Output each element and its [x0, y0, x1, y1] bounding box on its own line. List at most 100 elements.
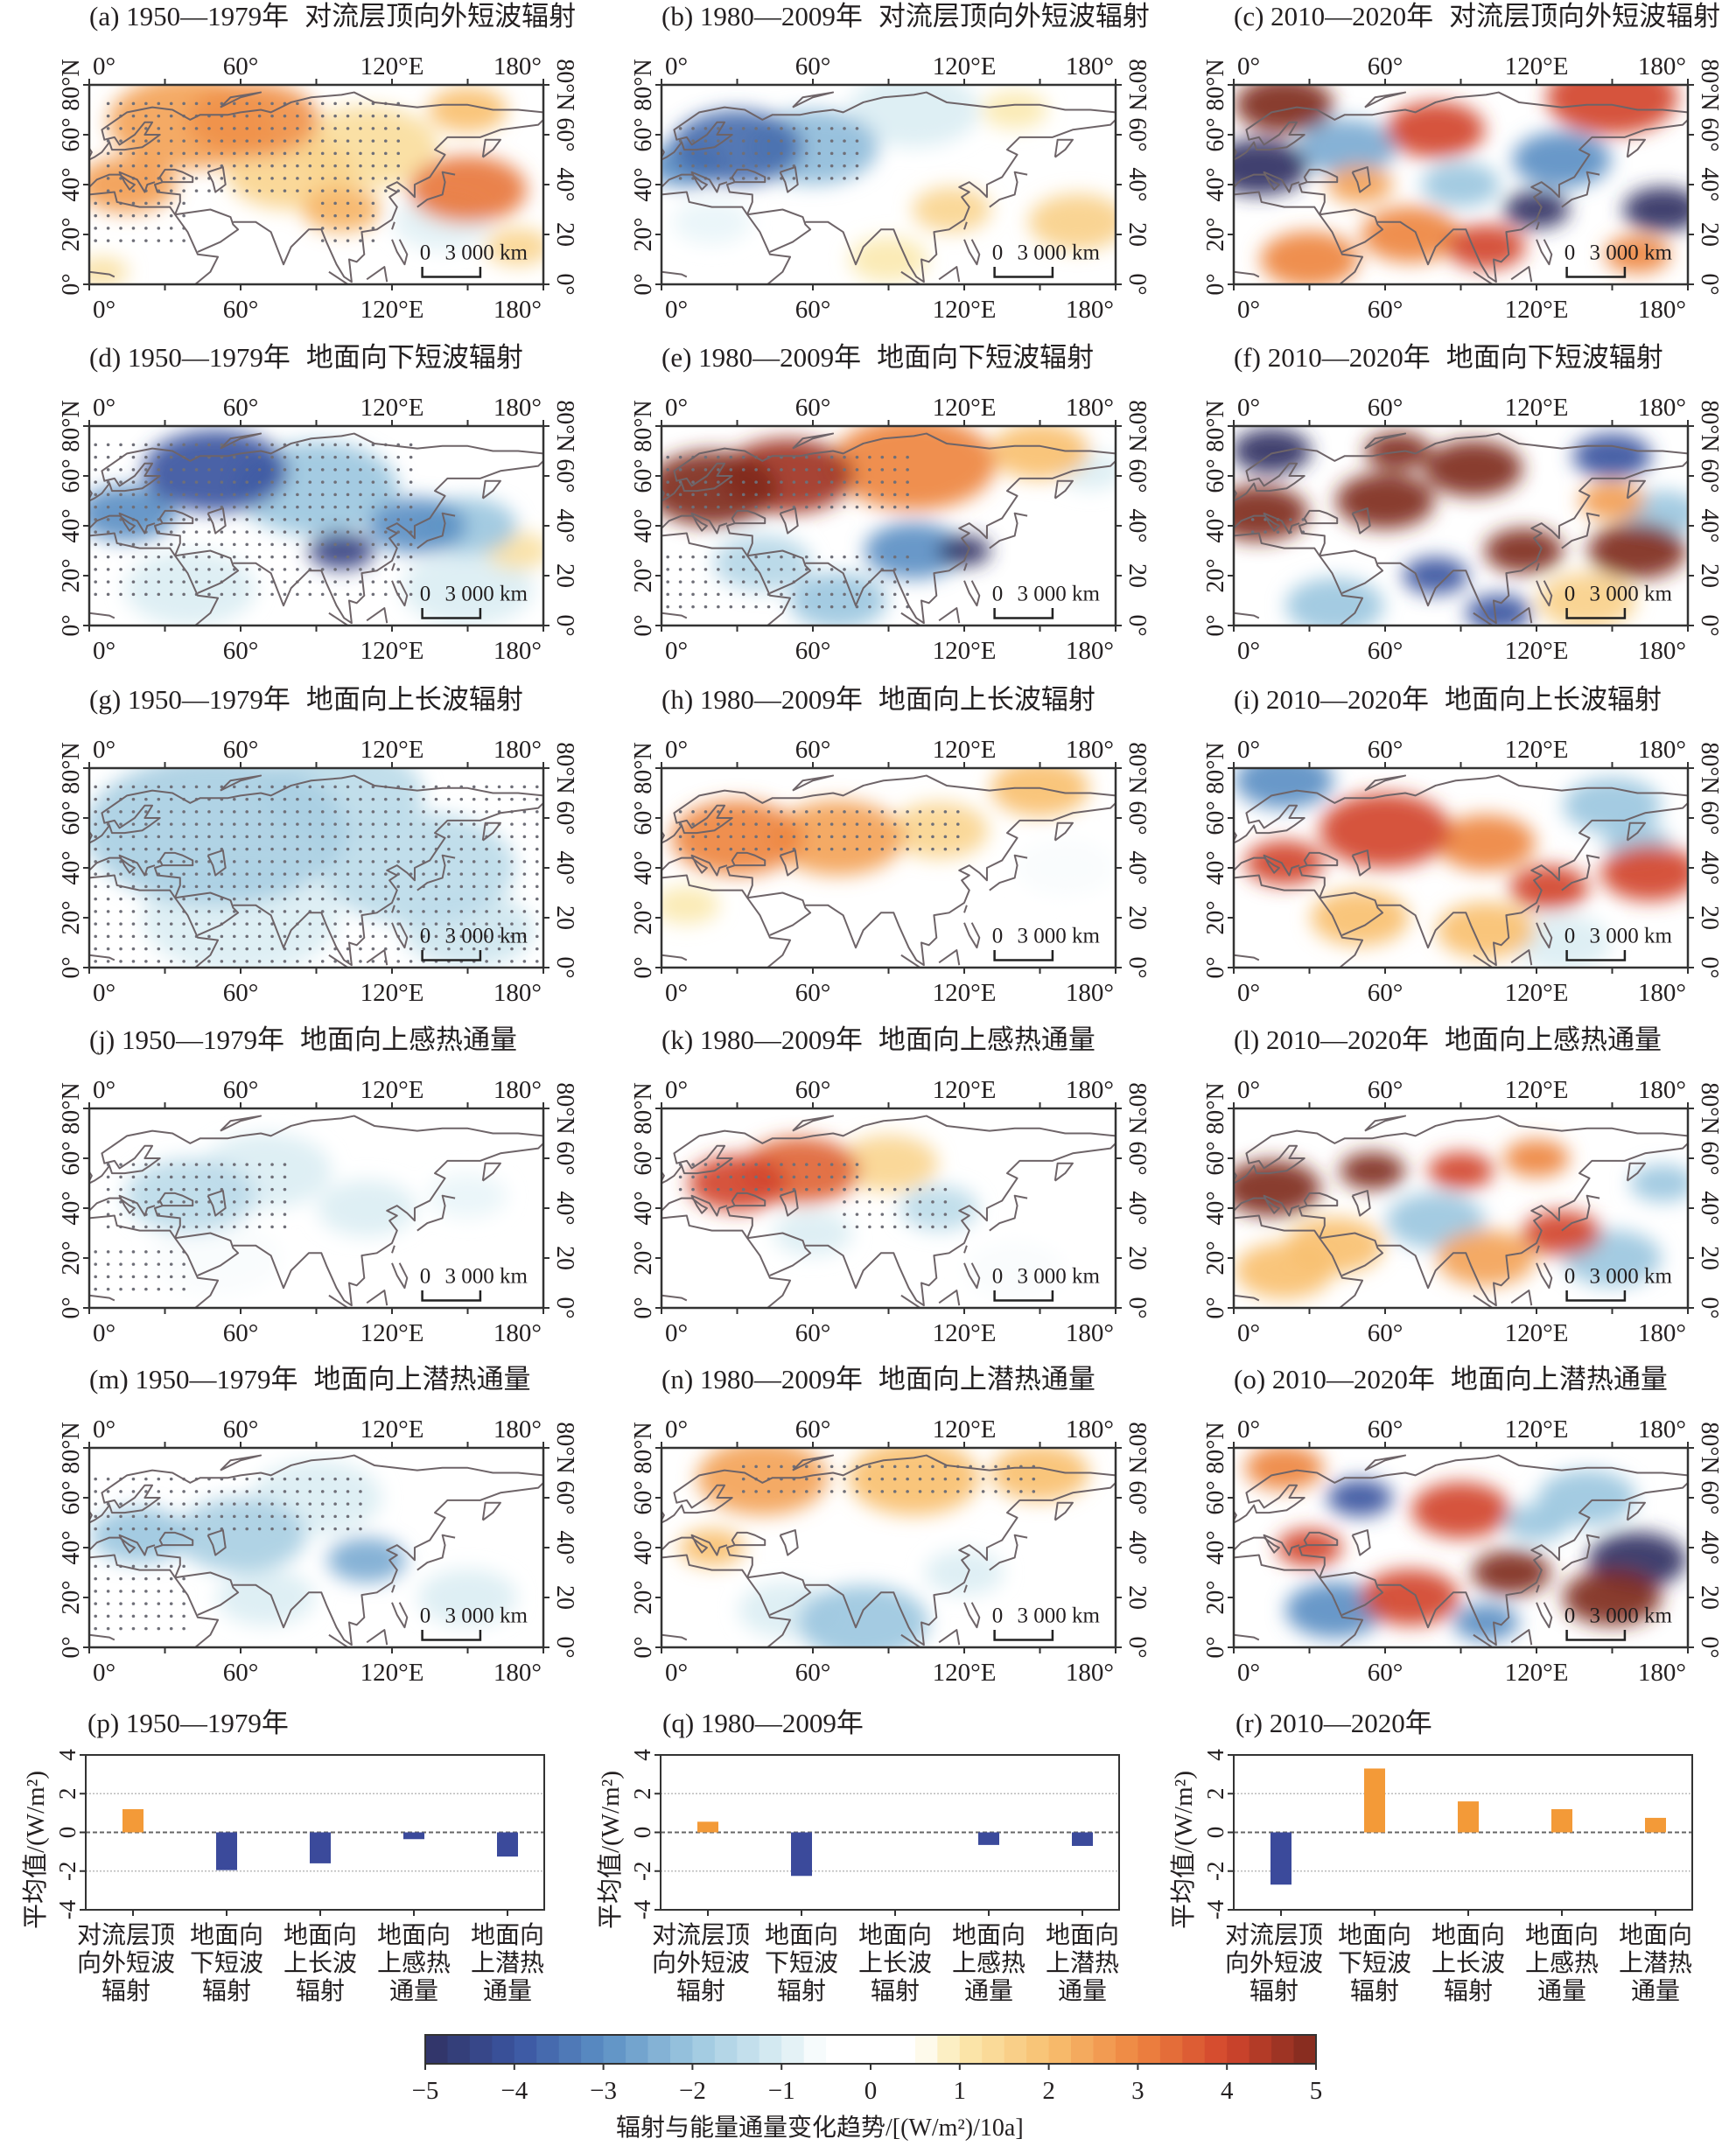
lon-label-top: 180° [494, 394, 542, 422]
stipple-dot [666, 468, 670, 472]
stipple-dot [666, 555, 670, 559]
stipple-dot [843, 568, 846, 571]
lon-label-top: 120°E [360, 394, 424, 422]
colorbar-swatch [914, 2035, 938, 2064]
stipple-dot [131, 1527, 136, 1531]
stipple-dot [943, 1200, 948, 1204]
stipple-dot [359, 177, 362, 180]
stipple-dot [780, 493, 783, 497]
stipple-dot [119, 872, 122, 876]
stipple-dot [106, 884, 110, 889]
lon-label-bottom: 120°E [933, 637, 997, 665]
stipple-dot [119, 151, 122, 156]
stipple-dot [296, 518, 299, 521]
stipple-dot [182, 177, 186, 180]
coastline [1234, 1454, 1688, 1647]
stipple-dot [232, 468, 236, 472]
stipple-dot [892, 468, 897, 472]
stipple-dot [169, 164, 173, 168]
stipple-dot [157, 101, 161, 106]
stipple-dot [880, 810, 885, 814]
lat-label-left: 20° [1202, 217, 1229, 251]
stipple-dot [434, 822, 438, 826]
scale-zero: 0 [992, 583, 1004, 606]
stipple-dot [333, 443, 337, 447]
stipple-dot [182, 1213, 186, 1216]
stipple-dot [296, 177, 299, 180]
stipple-dot [678, 568, 682, 571]
anomaly-blob [1234, 138, 1309, 196]
stipple-dot [868, 1477, 872, 1481]
stipple-dot [691, 164, 695, 168]
stipple-dot [792, 1490, 796, 1493]
stipple-dot [308, 1477, 312, 1481]
stipple-dot [207, 443, 211, 447]
stipple-dot [817, 1175, 822, 1179]
stipple-dot [485, 934, 488, 939]
stipple-dot [270, 1175, 274, 1179]
stipple-dot [409, 934, 413, 939]
stipple-dot [144, 555, 148, 559]
stipple-dot [409, 518, 413, 521]
stipple-dot [131, 1602, 136, 1605]
lon-label-top: 0° [1237, 394, 1260, 422]
stipple-dot [754, 835, 758, 839]
stipple-dot [157, 1502, 161, 1506]
map-panel-title: (a) 1950—1979年 对流层顶向外短波辐射 [89, 1, 576, 32]
anomaly-blob [89, 256, 129, 284]
stipple-dot [830, 1477, 834, 1481]
stipple-dot [346, 884, 350, 889]
stipple-dot [144, 1275, 148, 1279]
stipple-dot [220, 1225, 224, 1229]
stipple-dot [741, 455, 746, 459]
stipple-dot [346, 189, 350, 192]
stipple-dot [892, 810, 897, 814]
stipple-dot [232, 1502, 236, 1506]
stipple-dot [169, 1213, 173, 1216]
lon-label-top: 60° [223, 736, 259, 764]
map-panel-title: (m) 1950—1979年 地面向上潜热通量 [89, 1364, 531, 1395]
stipple-dot [333, 884, 337, 889]
panel-variable: 地面向上长波辐射 [305, 684, 523, 715]
colorbar-tick-label: 4 [1221, 2077, 1234, 2105]
stipple-dot [257, 518, 262, 521]
stipple-dot [855, 151, 859, 156]
lat-label-left: 80°N [58, 59, 85, 110]
stipple-dot [144, 1602, 148, 1605]
stipple-dot [144, 810, 148, 814]
stipple-dot [182, 1564, 186, 1569]
stipple-dot [906, 1477, 909, 1481]
stipple-dot [956, 847, 960, 851]
category-label: 向外短波 [77, 1949, 175, 1977]
stipple-dot [182, 1576, 186, 1581]
stipple-dot [409, 835, 413, 839]
stipple-dot [220, 947, 224, 951]
lat-label-left: 40° [58, 508, 85, 542]
lat-label-left: 80°N [630, 1422, 657, 1473]
stipple-dot [359, 213, 362, 218]
stipple-dot [157, 1614, 161, 1618]
stipple-dot [232, 884, 236, 889]
stipple-dot [232, 934, 236, 939]
stipple-dot [220, 592, 224, 597]
stipple-dot [194, 897, 199, 901]
stipple-dot [207, 542, 211, 547]
stipple-dot [194, 518, 199, 521]
heatmap-field [1234, 85, 1688, 284]
map-panel-title: (d) 1950—1979年 地面向下短波辐射 [89, 342, 523, 374]
coastline [662, 774, 1116, 968]
stipple-dot [868, 605, 872, 609]
lon-label-top: 60° [223, 1416, 259, 1443]
lat-label-left: 20° [58, 900, 85, 934]
stipple-dot [257, 960, 262, 963]
colorbar-swatch [1048, 2035, 1072, 2064]
anomaly-blob [1028, 193, 1116, 250]
stipple-dot [220, 518, 224, 521]
stipple-dot [296, 555, 299, 559]
lon-label-top: 120°E [1505, 52, 1569, 80]
stipple-dot [1250, 518, 1255, 521]
stipple-dot [144, 1626, 148, 1631]
stipple-dot [729, 468, 733, 472]
anomaly-blob [302, 186, 382, 233]
stipple-dot [804, 493, 808, 497]
